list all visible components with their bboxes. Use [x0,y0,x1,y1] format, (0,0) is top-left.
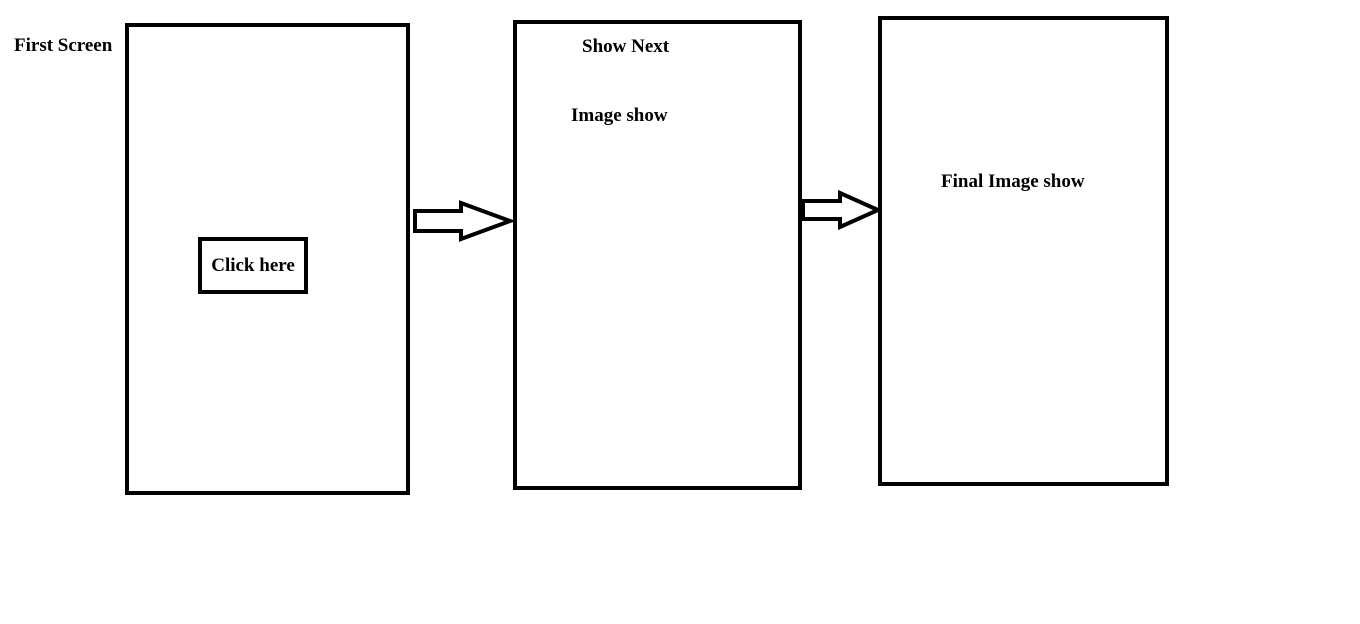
second-screen-title: Show Next [582,36,670,57]
second-screen-image-label: Image show [571,105,668,126]
click-here-label: Click here [211,255,295,276]
first-screen-frame: Click here [125,23,410,495]
right-arrow-icon [413,200,516,242]
second-screen-frame [513,20,802,490]
final-image-label: Final Image show [941,171,1085,192]
first-screen-title: First Screen [14,35,113,56]
right-arrow-icon [801,189,883,231]
third-screen-frame [878,16,1169,486]
click-here-button[interactable]: Click here [198,237,308,294]
